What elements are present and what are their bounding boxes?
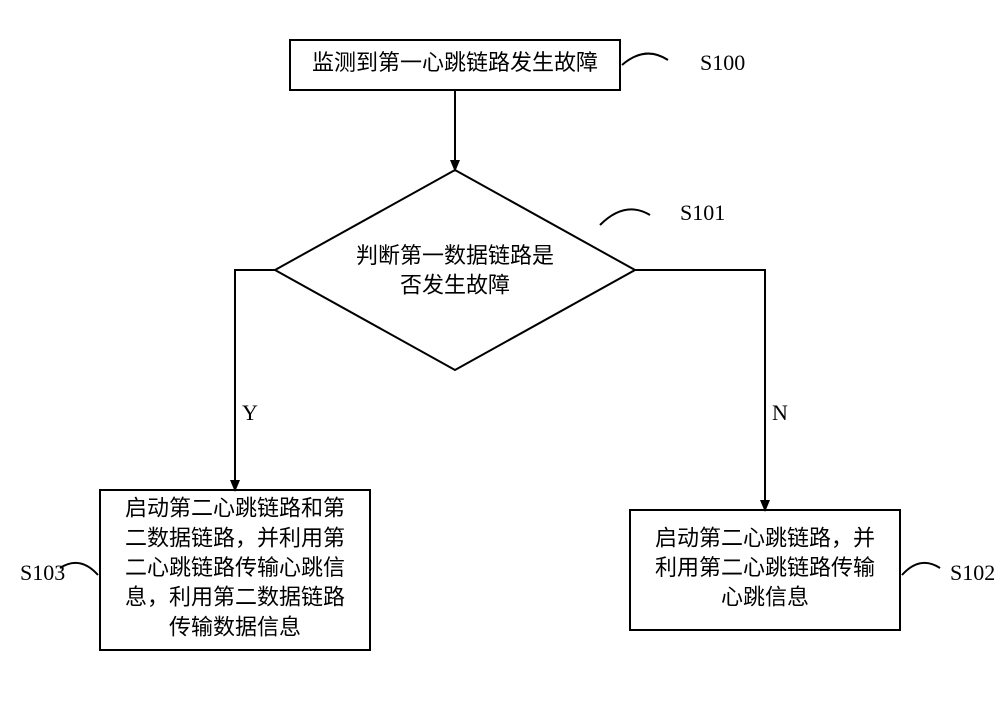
edge-label-2: N [772, 400, 788, 425]
node-s101: 判断第一数据链路是否发生故障 [275, 170, 635, 370]
callout-S100: S100 [622, 50, 745, 75]
node-s100: 监测到第一心跳链路发生故障 [290, 40, 620, 90]
node-s101-line-0: 判断第一数据链路是 [356, 243, 554, 268]
node-s100-line-0: 监测到第一心跳链路发生故障 [312, 50, 598, 75]
node-s102-line-2: 心跳信息 [721, 585, 809, 610]
callout-text-S101: S101 [680, 200, 725, 225]
node-s102-line-1: 利用第二心跳链路传输 [655, 555, 875, 580]
node-s103: 启动第二心跳链路和第二数据链路，并利用第二心跳链路传输心跳信息，利用第二数据链路… [100, 490, 370, 650]
callout-text-S102: S102 [950, 560, 995, 585]
callout-S102: S102 [902, 560, 995, 585]
node-s103-line-0: 启动第二心跳链路和第 [125, 496, 345, 521]
node-s102-line-0: 启动第二心跳链路，并 [655, 525, 875, 550]
callout-text-S103: S103 [20, 560, 65, 585]
edge-2: N [635, 270, 788, 510]
callout-S101: S101 [600, 200, 725, 225]
node-s103-line-2: 二心跳链路传输心跳信 [125, 555, 345, 580]
edge-1: Y [235, 270, 275, 490]
callout-S103: S103 [20, 560, 98, 585]
callout-text-S100: S100 [700, 50, 745, 75]
node-s103-line-1: 二数据链路，并利用第 [125, 525, 345, 550]
flowchart-canvas: YN 监测到第一心跳链路发生故障判断第一数据链路是否发生故障启动第二心跳链路，并… [0, 0, 1000, 706]
node-s102: 启动第二心跳链路，并利用第二心跳链路传输心跳信息 [630, 510, 900, 630]
edge-label-1: Y [242, 400, 258, 425]
node-s101-line-1: 否发生故障 [400, 273, 510, 298]
node-s103-line-3: 息，利用第二数据链路 [125, 585, 345, 610]
node-s103-line-4: 传输数据信息 [169, 614, 301, 639]
